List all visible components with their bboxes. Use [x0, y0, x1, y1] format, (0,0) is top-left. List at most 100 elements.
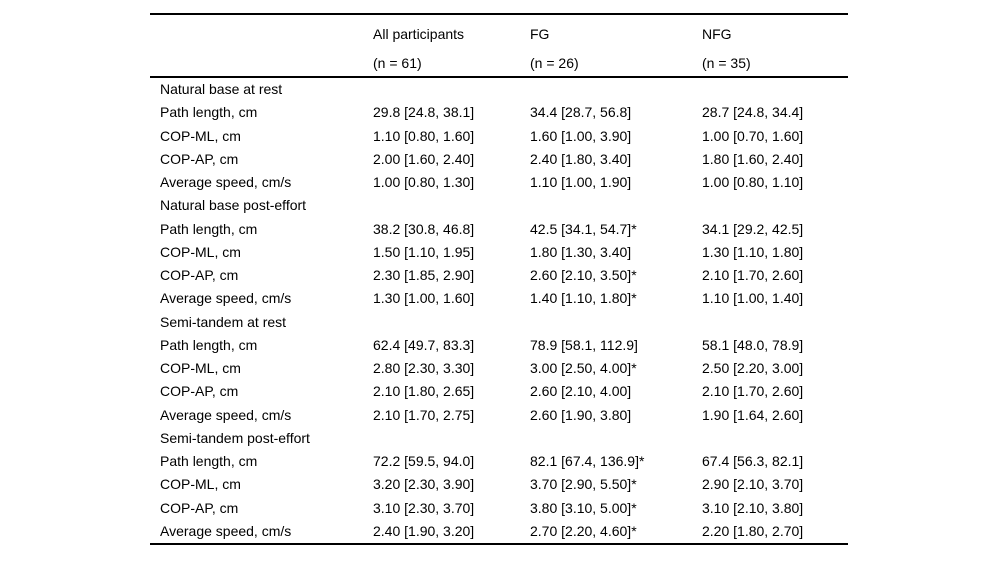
column-header-sublabel: (n = 35)	[702, 54, 751, 71]
column-header-sublabel: (n = 26)	[530, 54, 579, 71]
table-row: Path length, cm 29.8 [24.8, 38.1] 34.4 [28…	[150, 101, 848, 124]
value-cell-fg: 3.80 [3.10, 5.00]*	[530, 499, 637, 516]
empty-cell	[530, 311, 702, 334]
table-row: COP-AP, cm 3.10 [2.30, 3.70] 3.80 [3.10, 5…	[150, 497, 848, 520]
empty-cell	[373, 78, 530, 101]
row-label: COP-ML, cm	[160, 360, 241, 376]
value-cell-all-participants: 1.10 [0.80, 1.60]	[373, 127, 475, 144]
value-cell-nfg: 2.90 [2.10, 3.70]	[702, 476, 804, 493]
value-cell-all-participants: 2.10 [1.80, 2.65]	[373, 383, 475, 400]
value-cell-nfg: 28.7 [24.8, 34.4]	[702, 104, 804, 121]
column-header-fg: FG (n = 26)	[530, 15, 702, 78]
value-cell-all-participants: 2.40 [1.90, 3.20]	[373, 522, 475, 539]
value-cell-fg: 42.5 [34.1, 54.7]*	[530, 220, 637, 237]
value-cell-nfg: 1.80 [1.60, 2.40]	[702, 150, 804, 167]
section-title-row: Natural base at rest	[150, 78, 848, 101]
value-cell-nfg: 2.10 [1.70, 2.60]	[702, 383, 804, 400]
table-row: Average speed, cm/s 1.00 [0.80, 1.30] 1.10…	[150, 171, 848, 194]
value-cell-fg: 82.1 [67.4, 136.9]*	[530, 453, 645, 469]
posturography-results-table: All participants (n = 61) FG (n = 26) NF…	[150, 13, 848, 545]
value-cell-all-participants: 3.10 [2.30, 3.70]	[373, 499, 475, 516]
value-cell-nfg: 2.20 [1.80, 2.70]	[702, 522, 804, 539]
empty-cell	[373, 194, 530, 217]
value-cell-nfg: 1.00 [0.70, 1.60]	[702, 127, 804, 144]
value-cell-nfg: 1.90 [1.64, 2.60]	[702, 406, 804, 423]
row-label: Path length, cm	[160, 336, 258, 353]
row-label: COP-AP, cm	[160, 267, 239, 283]
value-cell-all-participants: 2.80 [2.30, 3.30]	[373, 360, 475, 376]
row-label: Path length, cm	[160, 104, 258, 121]
value-cell-fg: 3.70 [2.90, 5.50]*	[530, 476, 637, 493]
table-row: Average speed, cm/s 1.30 [1.00, 1.60] 1.40…	[150, 287, 848, 310]
value-cell-fg: 2.60 [1.90, 3.80]	[530, 406, 632, 423]
value-cell-all-participants: 2.30 [1.85, 2.90]	[373, 267, 475, 283]
row-label: Average speed, cm/s	[160, 522, 292, 539]
value-cell-nfg: 58.1 [48.0, 78.9]	[702, 336, 804, 353]
row-label: COP-ML, cm	[160, 243, 241, 260]
value-cell-all-participants: 2.00 [1.60, 2.40]	[373, 150, 475, 167]
value-cell-nfg: 2.10 [1.70, 2.60]	[702, 267, 804, 283]
empty-cell	[373, 311, 530, 334]
column-header-label: All participants	[373, 25, 465, 42]
table-row: COP-ML, cm 1.50 [1.10, 1.95] 1.80 [1.30, 3…	[150, 241, 848, 264]
value-cell-all-participants: 3.20 [2.30, 3.90]	[373, 476, 475, 493]
value-cell-all-participants: 38.2 [30.8, 46.8]	[373, 220, 475, 237]
column-header-label: NFG	[702, 25, 732, 42]
row-label: Average speed, cm/s	[160, 406, 292, 423]
empty-cell	[702, 194, 848, 217]
value-cell-fg: 78.9 [58.1, 112.9]	[530, 336, 638, 353]
value-cell-fg: 3.00 [2.50, 4.00]*	[530, 360, 637, 376]
section-title-row: Semi-tandem at rest	[150, 311, 848, 334]
section-title: Semi-tandem post-effort	[160, 429, 310, 446]
value-cell-nfg: 34.1 [29.2, 42.5]	[702, 220, 804, 237]
value-cell-nfg: 2.50 [2.20, 3.00]	[702, 360, 804, 376]
column-header-label: FG	[530, 25, 550, 42]
value-cell-nfg: 1.00 [0.80, 1.10]	[702, 174, 804, 190]
table-row: COP-AP, cm 2.00 [1.60, 2.40] 2.40 [1.80, 3…	[150, 148, 848, 171]
table-header-rule	[150, 76, 848, 78]
table-bottom-rule	[150, 543, 848, 545]
row-label: COP-AP, cm	[160, 499, 239, 516]
row-label: COP-AP, cm	[160, 150, 239, 167]
value-cell-fg: 2.40 [1.80, 3.40]	[530, 150, 632, 167]
column-header-nfg: NFG (n = 35)	[702, 15, 848, 78]
table-row: Path length, cm 72.2 [59.5, 94.0] 82.1 [67…	[150, 450, 848, 473]
column-header-all-participants: All participants (n = 61)	[373, 15, 530, 78]
empty-cell	[530, 78, 702, 101]
table-row: COP-ML, cm 2.80 [2.30, 3.30] 3.00 [2.50, 4…	[150, 357, 848, 380]
header-empty-cell	[150, 15, 373, 78]
section-title-row: Semi-tandem post-effort	[150, 427, 848, 450]
section-title: Natural base post-effort	[160, 197, 307, 214]
empty-cell	[702, 427, 848, 450]
value-cell-fg: 34.4 [28.7, 56.8]	[530, 104, 632, 121]
section-title-row: Natural base post-effort	[150, 194, 848, 217]
value-cell-all-participants: 1.50 [1.10, 1.95]	[373, 243, 475, 260]
value-cell-nfg: 67.4 [56.3, 82.1]	[702, 453, 804, 469]
row-label: Path length, cm	[160, 453, 258, 469]
value-cell-fg: 1.40 [1.10, 1.80]*	[530, 290, 637, 307]
table-body: Natural base at rest Path length, cm 29.8 …	[150, 78, 848, 543]
value-cell-all-participants: 29.8 [24.8, 38.1]	[373, 104, 475, 121]
empty-cell	[373, 427, 530, 450]
value-cell-fg: 1.80 [1.30, 3.40]	[530, 243, 632, 260]
empty-cell	[702, 311, 848, 334]
value-cell-fg: 2.60 [2.10, 4.00]	[530, 383, 632, 400]
value-cell-fg: 1.60 [1.00, 3.90]	[530, 127, 632, 144]
value-cell-all-participants: 1.30 [1.00, 1.60]	[373, 290, 475, 307]
empty-cell	[530, 194, 702, 217]
table-row: COP-ML, cm 1.10 [0.80, 1.60] 1.60 [1.00, 3…	[150, 125, 848, 148]
value-cell-nfg: 1.10 [1.00, 1.40]	[702, 290, 804, 307]
value-cell-fg: 2.60 [2.10, 3.50]*	[530, 267, 637, 283]
row-label: Average speed, cm/s	[160, 174, 292, 190]
value-cell-all-participants: 1.00 [0.80, 1.30]	[373, 174, 475, 190]
value-cell-all-participants: 72.2 [59.5, 94.0]	[373, 453, 475, 469]
section-title: Semi-tandem at rest	[160, 313, 287, 330]
table-top-rule	[150, 13, 848, 15]
section-title: Natural base at rest	[160, 81, 283, 97]
value-cell-fg: 2.70 [2.20, 4.60]*	[530, 522, 637, 539]
empty-cell	[702, 78, 848, 101]
table-row: COP-ML, cm 3.20 [2.30, 3.90] 3.70 [2.90, 5…	[150, 473, 848, 496]
table-row: COP-AP, cm 2.30 [1.85, 2.90] 2.60 [2.10, 3…	[150, 264, 848, 287]
table-row: Path length, cm 62.4 [49.7, 83.3] 78.9 [58…	[150, 334, 848, 357]
